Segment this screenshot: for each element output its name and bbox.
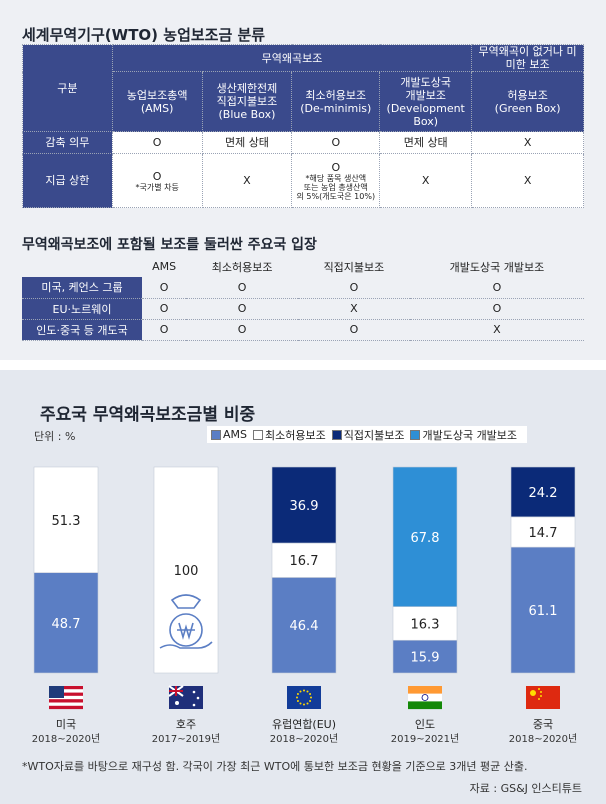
bar-segment [510, 466, 576, 518]
positions-title: 무역왜곡보조에 포함될 보조를 둘러싼 주요국 입장 [22, 237, 317, 253]
bar-segment [392, 466, 458, 607]
legend-swatch [253, 429, 263, 440]
row-label: 미국, 케언스 그룹 [22, 277, 142, 299]
india-flag-icon [408, 686, 442, 710]
table-cell: O [186, 319, 299, 341]
period-label: 2018~2020년 [32, 733, 100, 745]
legend-swatch [410, 429, 421, 440]
table-corner: 구분 [22, 44, 113, 132]
col-development-box: 개발도상국 개발보조 (Development Box) [379, 71, 473, 132]
wto-classification-table: 구분 무역왜곡보조 무역왜곡이 없거나 미미한 보조 농업보조총액 (AMS) 생… [22, 44, 584, 208]
table-cell: O [298, 319, 410, 341]
row-label: EU·노르웨이 [22, 298, 142, 320]
china-flag-icon [526, 686, 560, 709]
top-title: 세계무역기구(WTO) 농업보조금 분류 [22, 26, 266, 44]
chart-legend: AMS 최소허용보조 직접지불보조 개발도상국 개발보조 [207, 426, 528, 443]
bar-segment [153, 466, 219, 674]
australia-flag-icon [168, 685, 203, 709]
data-label: 100 [174, 564, 199, 579]
table-cell: X [471, 153, 584, 208]
table-cell: O *국가별 차등 [111, 153, 203, 208]
table-cell: O [186, 277, 299, 299]
positions-table: AMS 최소허용보조 직접지불보조 개발도상국 개발보조 미국, 케언스 그룹 … [22, 256, 584, 341]
bar-segment [392, 639, 458, 674]
table-cell: O [142, 298, 187, 320]
col-header: 개발도상국 개발보조 [449, 260, 545, 274]
period-label: 2018~2020년 [270, 733, 338, 745]
table-cell: O [298, 277, 410, 299]
bar-segment [271, 466, 337, 544]
category-label: 인도 [415, 718, 435, 731]
col-green-box: 허용보조 (Green Box) [471, 71, 584, 132]
table-cell: X [298, 298, 410, 320]
period-label: 2019~2021년 [391, 733, 459, 745]
table-cell: 면제 상태 [201, 131, 293, 154]
table-cell: O [409, 277, 584, 299]
table-cell: O [142, 319, 187, 341]
bar-segment [33, 466, 99, 573]
bar-segment [510, 516, 576, 548]
data-label: 61.1 [529, 604, 558, 619]
data-label: 15.9 [411, 651, 440, 666]
row-cap-label: 지급 상한 [22, 153, 113, 208]
data-label: 16.7 [290, 554, 319, 569]
period-label: 2017~2019년 [152, 733, 220, 745]
category-label: 호주 [176, 718, 196, 731]
us-flag-icon [49, 686, 83, 710]
col-header: 직접지불보조 [323, 260, 385, 274]
data-label: 36.9 [290, 499, 319, 514]
data-label: 51.3 [52, 514, 81, 529]
data-label: 67.8 [411, 531, 440, 546]
period-label: 2018~2020년 [509, 733, 577, 745]
eu-flag-icon [287, 686, 321, 709]
divider [0, 360, 606, 370]
data-label: 14.7 [529, 526, 558, 541]
table-cell: 면제 상태 [379, 131, 473, 154]
legend-item: 직접지불보조 [331, 427, 404, 443]
group-non-distorting: 무역왜곡이 없거나 미미한 보조 [471, 44, 584, 72]
row-reduction-label: 감축 의무 [22, 131, 113, 154]
data-label: 46.4 [290, 619, 319, 634]
category-label: 중국 [533, 718, 553, 731]
bar-segment [271, 577, 337, 674]
legend-swatch [211, 429, 221, 440]
table-cell: O [186, 298, 299, 320]
source: 자료 : GS&J 인스티튜트 [469, 782, 582, 795]
data-label: 16.3 [411, 617, 440, 632]
table-cell: X [201, 153, 293, 208]
row-label: 인도·중국 등 개도국 [22, 319, 142, 341]
footnote: *WTO자료를 바탕으로 재구성 함. 각국이 가장 최근 WTO에 통보한 보… [22, 760, 528, 773]
bar-segment [510, 546, 576, 674]
data-label: 48.7 [52, 617, 81, 632]
bar-segment [271, 542, 337, 578]
legend-item: 최소허용보조 [253, 427, 326, 443]
table-cell: O *해당 품목 생산액 또는 농업 총생산액 의 5%(개도국은 10%) [291, 153, 381, 208]
table-cell: O [409, 298, 584, 320]
legend-swatch [331, 429, 342, 440]
table-cell: X [409, 319, 584, 341]
money-bag-icon [159, 594, 213, 649]
bar-segment [33, 572, 99, 674]
chart-title: 주요국 무역왜곡보조금별 비중 [40, 405, 256, 425]
table-cell: O [142, 277, 187, 299]
col-header: AMS [152, 260, 177, 273]
category-label: 미국 [56, 718, 76, 731]
unit-label: 단위 : % [34, 430, 76, 443]
data-label: 24.2 [529, 486, 558, 501]
table-cell: X [379, 153, 473, 208]
col-blue-box: 생산제한전제 직접지불보조 (Blue Box) [201, 71, 293, 132]
category-label: 유럽연합(EU) [272, 717, 336, 731]
bar-segment [392, 606, 458, 641]
legend-item: AMS [211, 428, 247, 441]
legend-item: 개발도상국 개발보조 [410, 427, 517, 443]
col-header: 최소허용보조 [211, 260, 273, 274]
col-ams: 농업보조총액 (AMS) [111, 71, 203, 132]
